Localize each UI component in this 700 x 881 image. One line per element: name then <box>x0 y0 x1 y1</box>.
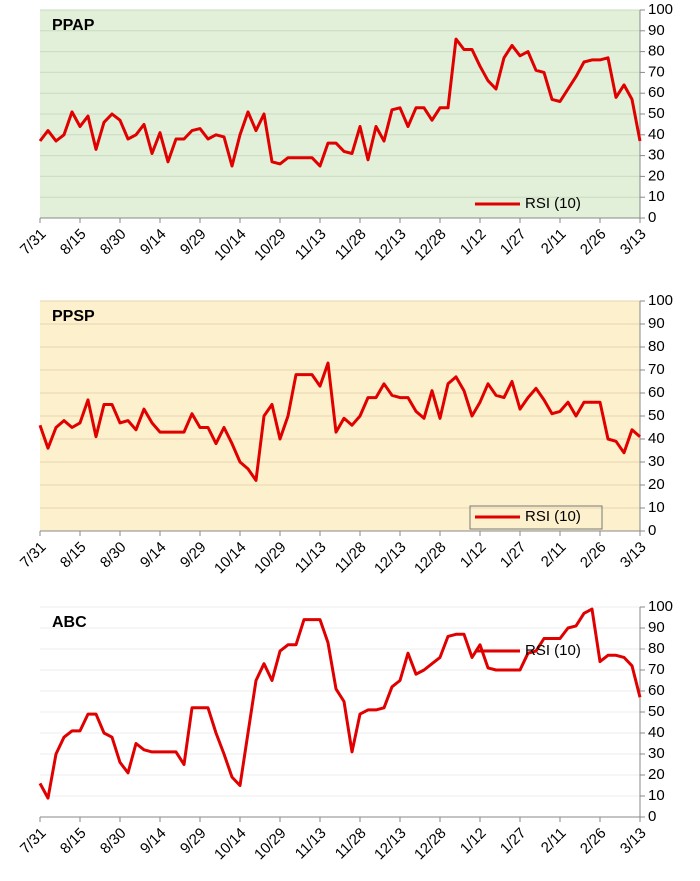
x-tick-label: 12/13 <box>371 539 410 578</box>
y-tick-label: 20 <box>648 476 665 493</box>
y-tick-label: 80 <box>648 338 665 355</box>
x-tick-label: 1/27 <box>497 825 530 858</box>
chart-title: PPSP <box>52 308 95 325</box>
x-tick-label: 8/30 <box>97 825 130 858</box>
y-tick-label: 40 <box>648 126 665 143</box>
x-tick-label: 11/28 <box>332 226 370 264</box>
x-tick-label: 3/13 <box>617 226 650 259</box>
y-tick-label: 70 <box>648 63 665 80</box>
y-tick-label: 50 <box>648 703 665 720</box>
x-tick-label: 9/29 <box>177 825 210 858</box>
y-tick-label: 30 <box>648 147 665 164</box>
y-tick-label: 10 <box>648 787 665 804</box>
y-tick-label: 10 <box>648 188 665 205</box>
x-tick-label: 2/26 <box>577 825 610 858</box>
legend-frame <box>469 505 603 530</box>
legend-label: RSI (10) <box>525 195 581 212</box>
x-tick-label: 1/12 <box>457 226 490 259</box>
x-tick-label: 12/13 <box>371 825 410 864</box>
x-tick-label: 8/15 <box>57 539 90 572</box>
legend-label: RSI (10) <box>525 642 581 659</box>
y-tick-label: 0 <box>648 209 656 226</box>
y-tick-label: 30 <box>648 745 665 762</box>
y-tick-label: 100 <box>648 598 673 615</box>
x-tick-label: 10/14 <box>211 825 250 864</box>
y-tick-label: 30 <box>648 453 665 470</box>
y-tick-label: 60 <box>648 84 665 101</box>
y-tick-label: 20 <box>648 766 665 783</box>
y-tick-label: 90 <box>648 619 665 636</box>
x-tick-label: 11/13 <box>292 226 330 264</box>
x-tick-label: 10/14 <box>211 539 250 578</box>
x-tick-label: 12/28 <box>411 825 450 864</box>
x-tick-label: 1/27 <box>497 539 530 572</box>
y-tick-label: 50 <box>648 105 665 122</box>
y-tick-label: 40 <box>648 724 665 741</box>
y-tick-label: 60 <box>648 384 665 401</box>
y-tick-label: 70 <box>648 661 665 678</box>
x-tick-label: 2/26 <box>577 226 610 259</box>
x-tick-label: 9/14 <box>137 825 170 858</box>
rsi-line <box>38 361 641 482</box>
y-tick-label: 80 <box>648 43 665 60</box>
y-tick-label: 70 <box>648 361 665 378</box>
rsi-line <box>38 37 642 168</box>
x-tick-label: 7/31 <box>17 539 50 572</box>
x-tick-label: 11/13 <box>292 825 330 863</box>
x-tick-label: 7/31 <box>17 825 50 858</box>
y-tick-label: 100 <box>648 1 673 18</box>
x-tick-label: 8/30 <box>97 539 130 572</box>
x-tick-label: 11/28 <box>332 539 370 577</box>
x-tick-label: 11/28 <box>332 825 370 863</box>
x-tick-label: 10/14 <box>211 226 250 265</box>
y-tick-label: 50 <box>648 407 665 424</box>
x-tick-label: 3/13 <box>617 539 650 572</box>
x-tick-label: 10/29 <box>251 539 290 578</box>
legend-label: RSI (10) <box>525 508 581 525</box>
x-tick-label: 8/15 <box>57 226 90 259</box>
y-tick-label: 90 <box>648 315 665 332</box>
y-tick-label: 20 <box>648 167 665 184</box>
x-tick-label: 3/13 <box>617 825 650 858</box>
x-tick-label: 2/11 <box>538 226 570 258</box>
rsi-line <box>38 607 642 800</box>
x-tick-label: 10/29 <box>251 825 290 864</box>
chart-title: PPAP <box>52 17 95 34</box>
x-tick-label: 8/30 <box>97 226 130 259</box>
x-tick-label: 9/29 <box>177 539 210 572</box>
x-tick-label: 9/14 <box>137 539 170 572</box>
x-tick-label: 11/13 <box>292 539 330 577</box>
x-tick-label: 9/14 <box>137 226 170 259</box>
x-tick-label: 10/29 <box>251 226 290 265</box>
y-tick-label: 0 <box>648 808 656 825</box>
x-tick-label: 1/12 <box>457 825 490 858</box>
x-tick-label: 2/26 <box>577 539 610 572</box>
x-tick-label: 12/13 <box>371 226 410 265</box>
x-tick-label: 12/28 <box>411 539 450 578</box>
x-tick-label: 2/11 <box>538 825 570 857</box>
y-tick-label: 80 <box>648 640 665 657</box>
y-tick-label: 90 <box>648 22 665 39</box>
x-tick-label: 2/11 <box>538 539 570 571</box>
x-tick-label: 1/27 <box>497 226 530 259</box>
x-tick-label: 9/29 <box>177 226 210 259</box>
x-tick-label: 8/15 <box>57 825 90 858</box>
x-tick-label: 1/12 <box>457 539 490 572</box>
x-tick-label: 7/31 <box>17 226 50 259</box>
chart-title: ABC <box>52 614 87 631</box>
x-tick-label: 12/28 <box>411 226 450 265</box>
y-tick-label: 60 <box>648 682 665 699</box>
y-tick-label: 100 <box>648 292 673 309</box>
y-tick-label: 0 <box>648 522 656 539</box>
y-tick-label: 40 <box>648 430 665 447</box>
y-tick-label: 10 <box>648 499 665 516</box>
